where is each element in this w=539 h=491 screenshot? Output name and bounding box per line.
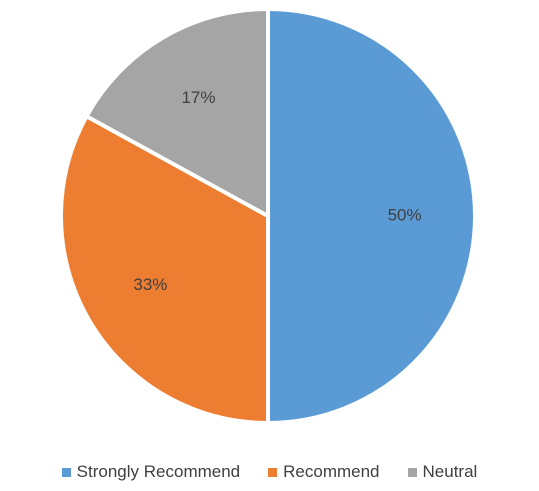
data-label-neutral: 17% (181, 88, 215, 107)
pie-chart: 50% 33% 17% (59, 7, 477, 425)
legend-label-neutral: Neutral (422, 462, 478, 481)
pie-slice-recommend (59, 114, 270, 425)
data-label-strongly-recommend: 50% (388, 205, 422, 224)
pie-chart-svg: 50% 33% 17% (59, 7, 477, 425)
legend-item-strongly-recommend: Strongly Recommend (61, 462, 241, 482)
legend-label-recommend: Recommend (283, 462, 380, 481)
pie-slices (59, 7, 477, 425)
legend-swatch-strongly-recommend (61, 467, 71, 477)
pie-data-labels: 50% 33% 17% (133, 88, 421, 294)
legend-swatch-neutral (407, 467, 417, 477)
legend-item-neutral: Neutral (407, 462, 478, 482)
legend-item-recommend: Recommend (268, 462, 380, 482)
data-label-recommend: 33% (133, 275, 167, 294)
legend-swatch-recommend (268, 467, 278, 477)
legend-label-strongly-recommend: Strongly Recommend (76, 462, 241, 481)
pie-slice-strongly-recommend (266, 7, 477, 425)
chart-legend: Strongly Recommend Recommend Neutral (0, 458, 539, 486)
pie-slice-neutral (84, 7, 270, 218)
